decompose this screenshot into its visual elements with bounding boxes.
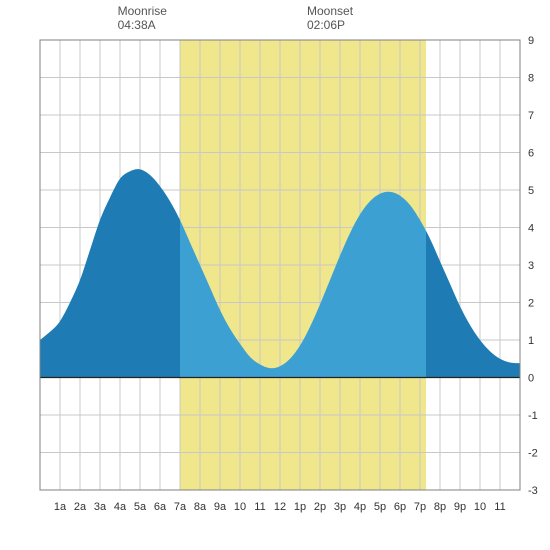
x-tick-label: 8a: [194, 501, 207, 513]
x-tick-label: 5p: [374, 501, 386, 513]
x-tick-label: 8p: [434, 501, 446, 513]
x-tick-label: 2a: [74, 501, 87, 513]
x-tick-label: 1a: [54, 501, 67, 513]
y-tick-label: 0: [528, 373, 534, 385]
x-tick-label: 11: [494, 501, 505, 513]
x-tick-label: 9p: [454, 501, 466, 513]
moonrise-annotation: Moonrise 04:38A: [118, 4, 167, 32]
chart-svg: -3-2-101234567891a2a3a4a5a6a7a8a9a101112…: [0, 0, 550, 550]
x-tick-label: 10: [474, 501, 486, 513]
x-tick-label: 6p: [394, 501, 406, 513]
x-tick-label: 12: [274, 501, 286, 513]
x-tick-label: 7a: [174, 501, 187, 513]
x-tick-label: 4a: [114, 501, 127, 513]
x-tick-label: 6a: [154, 501, 167, 513]
y-tick-label: 7: [528, 110, 534, 122]
y-tick-label: 8: [528, 73, 534, 85]
y-tick-label: 4: [528, 223, 534, 235]
x-tick-label: 2p: [314, 501, 326, 513]
x-tick-label: 5a: [134, 501, 147, 513]
moonrise-label: Moonrise: [118, 4, 167, 18]
x-tick-label: 10: [234, 501, 246, 513]
moonset-time: 02:06P: [307, 18, 353, 32]
y-tick-label: 6: [528, 148, 534, 160]
x-tick-label: 1p: [294, 501, 306, 513]
y-tick-label: 9: [528, 35, 534, 47]
x-tick-label: 3a: [94, 501, 107, 513]
y-tick-label: -3: [528, 485, 538, 497]
y-tick-label: 2: [528, 298, 534, 310]
x-tick-label: 9a: [214, 501, 227, 513]
moonrise-time: 04:38A: [118, 18, 167, 32]
moonset-label: Moonset: [307, 4, 353, 18]
y-tick-label: 3: [528, 260, 534, 272]
x-tick-label: 11: [254, 501, 265, 513]
moonset-annotation: Moonset 02:06P: [307, 4, 353, 32]
x-tick-label: 7p: [414, 501, 426, 513]
y-tick-label: 1: [528, 335, 534, 347]
y-tick-label: 5: [528, 185, 534, 197]
tide-chart: Moonrise 04:38A Moonset 02:06P -3-2-1012…: [0, 0, 550, 550]
x-tick-label: 3p: [334, 501, 346, 513]
x-tick-label: 4p: [354, 501, 366, 513]
y-tick-label: -2: [528, 448, 538, 460]
y-tick-label: -1: [528, 410, 538, 422]
